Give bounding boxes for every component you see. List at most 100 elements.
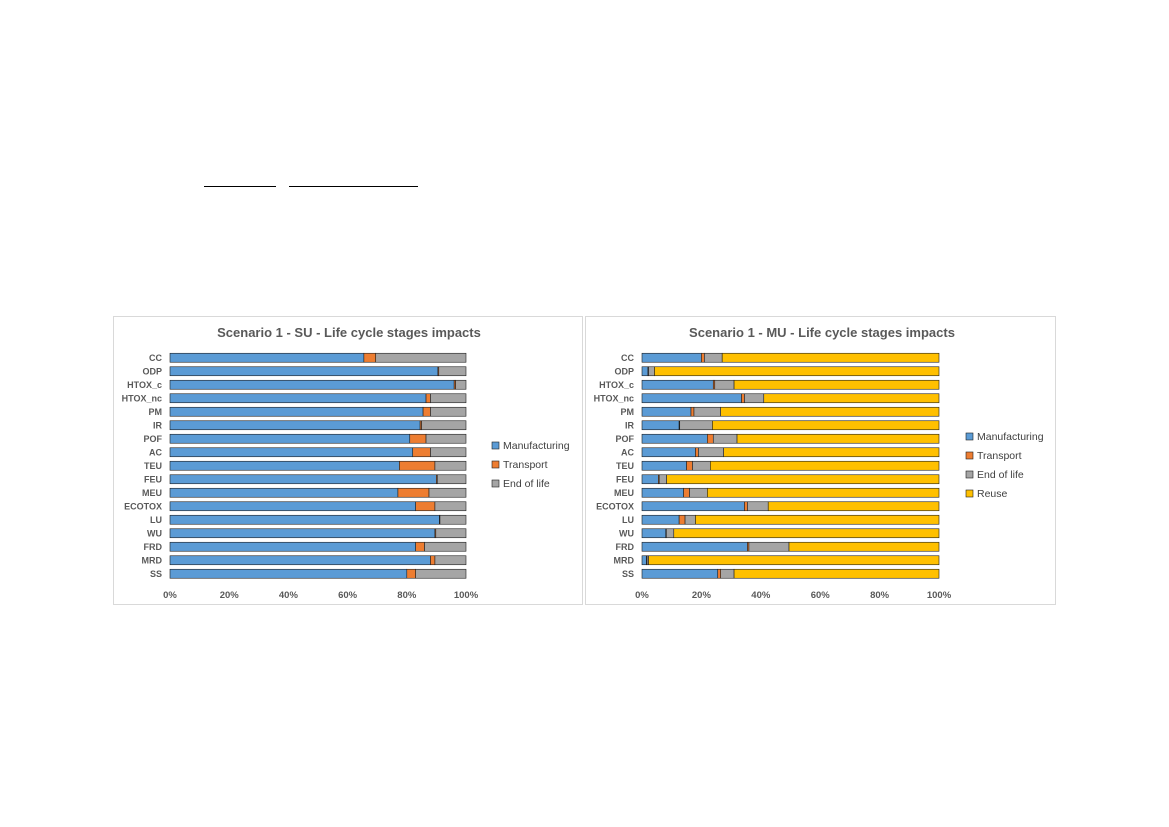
bar-ir-reuse (712, 420, 940, 431)
bar-lu-manufacturing (641, 514, 680, 525)
bar-ir-manufacturing (169, 420, 421, 431)
bar-frd-manufacturing (169, 541, 416, 552)
bar-cc-transport (701, 352, 705, 363)
bar-feu-end-of-life (436, 474, 467, 485)
bar-wu-end-of-life (666, 528, 675, 539)
chart-title: Scenario 1 - MU - Life cycle stages impa… (689, 325, 955, 340)
chart-panel-mu: Scenario 1 - MU - Life cycle stages impa… (585, 316, 1056, 605)
category-label-mrd: MRD (142, 555, 163, 565)
legend-swatch-transport (965, 451, 974, 460)
underline-short (204, 186, 276, 187)
bar-odp-end-of-life (438, 366, 467, 377)
category-label-ir: IR (153, 420, 163, 430)
category-label-ac: AC (621, 447, 634, 457)
bar-htox-nc-manufacturing (169, 393, 427, 404)
x-tick-label: 80% (397, 590, 417, 601)
category-label-odp: ODP (614, 366, 634, 376)
x-tick-label: 80% (870, 590, 890, 601)
bar-pm-end-of-life (430, 406, 467, 417)
bar-pm-reuse (720, 406, 940, 417)
category-label-pm: PM (149, 407, 163, 417)
legend-swatch-transport (491, 460, 500, 469)
bar-ss-transport (717, 568, 722, 579)
x-tick-label: 40% (279, 590, 299, 601)
bar-htox-c-reuse (733, 379, 940, 390)
bar-ss-reuse (733, 568, 940, 579)
category-label-ac: AC (149, 447, 162, 457)
bar-htox-c-end-of-life (455, 379, 467, 390)
bar-ecotox-transport (744, 501, 748, 512)
bar-htox-c-manufacturing (169, 379, 455, 390)
bar-meu-end-of-life (689, 487, 708, 498)
bar-lu-transport (678, 514, 686, 525)
bar-feu-end-of-life (658, 474, 667, 485)
bar-ecotox-reuse (767, 501, 940, 512)
legend-label-transport: Transport (503, 459, 548, 471)
bar-htox-nc-end-of-life (430, 393, 467, 404)
legend-label-manufacturing: Manufacturing (503, 440, 570, 452)
bar-mrd-reuse (648, 555, 940, 566)
bar-feu-manufacturing (641, 474, 659, 485)
bar-frd-reuse (788, 541, 940, 552)
category-label-wu: WU (147, 528, 162, 538)
bar-pof-end-of-life (425, 433, 467, 444)
x-tick-label: 20% (220, 590, 240, 601)
chart-panel-su: Scenario 1 - SU - Life cycle stages impa… (113, 316, 583, 605)
chart-su: Scenario 1 - SU - Life cycle stages impa… (122, 325, 570, 601)
x-tick-label: 20% (692, 590, 712, 601)
bar-ac-transport (412, 447, 431, 458)
bar-lu-reuse (695, 514, 940, 525)
bar-meu-manufacturing (641, 487, 684, 498)
category-label-pof: POF (615, 434, 634, 444)
x-tick-label: 60% (811, 590, 831, 601)
bar-wu-reuse (673, 528, 940, 539)
bar-mrd-transport (430, 555, 436, 566)
category-label-meu: MEU (142, 488, 162, 498)
chart-mu: Scenario 1 - MU - Life cycle stages impa… (594, 325, 1044, 601)
category-label-teu: TEU (144, 461, 162, 471)
bar-cc-manufacturing (641, 352, 702, 363)
bar-pm-transport (690, 406, 695, 417)
bar-ss-end-of-life (720, 568, 735, 579)
bar-ir-end-of-life (421, 420, 467, 431)
bar-teu-transport (399, 460, 436, 471)
bar-odp-end-of-life (648, 366, 655, 377)
category-label-ss: SS (150, 569, 162, 579)
bar-pof-transport (707, 433, 714, 444)
category-label-htox-c: HTOX_c (599, 380, 634, 390)
category-label-cc: CC (149, 353, 162, 363)
bar-meu-reuse (707, 487, 940, 498)
bar-frd-end-of-life (748, 541, 790, 552)
bar-odp-reuse (654, 366, 940, 377)
bar-ecotox-transport (415, 501, 436, 512)
bar-htox-c-manufacturing (641, 379, 714, 390)
bar-wu-manufacturing (641, 528, 667, 539)
bar-ss-manufacturing (641, 568, 719, 579)
bar-ss-end-of-life (415, 568, 467, 579)
bar-lu-end-of-life (684, 514, 696, 525)
x-tick-label: 40% (751, 590, 771, 601)
bar-meu-manufacturing (169, 487, 399, 498)
x-tick-label: 100% (454, 590, 479, 601)
bar-pof-end-of-life (712, 433, 738, 444)
bar-frd-end-of-life (424, 541, 467, 552)
bar-ecotox-manufacturing (641, 501, 745, 512)
category-label-mrd: MRD (614, 555, 635, 565)
category-label-teu: TEU (616, 461, 634, 471)
bar-ir-end-of-life (679, 420, 713, 431)
bar-wu-manufacturing (169, 528, 436, 539)
legend-swatch-end-of-life (491, 479, 500, 488)
category-label-ss: SS (622, 569, 634, 579)
legend-label-end-of-life: End of life (977, 469, 1024, 481)
bar-ecotox-end-of-life (747, 501, 769, 512)
bar-meu-transport (397, 487, 430, 498)
bar-cc-end-of-life (704, 352, 723, 363)
bar-ecotox-manufacturing (169, 501, 416, 512)
category-label-pof: POF (143, 434, 162, 444)
bar-feu-reuse (666, 474, 940, 485)
category-label-htox-c: HTOX_c (127, 380, 162, 390)
bar-teu-transport (686, 460, 693, 471)
bar-ss-transport (406, 568, 416, 579)
bar-mrd-manufacturing (641, 555, 647, 566)
bar-pof-reuse (736, 433, 940, 444)
